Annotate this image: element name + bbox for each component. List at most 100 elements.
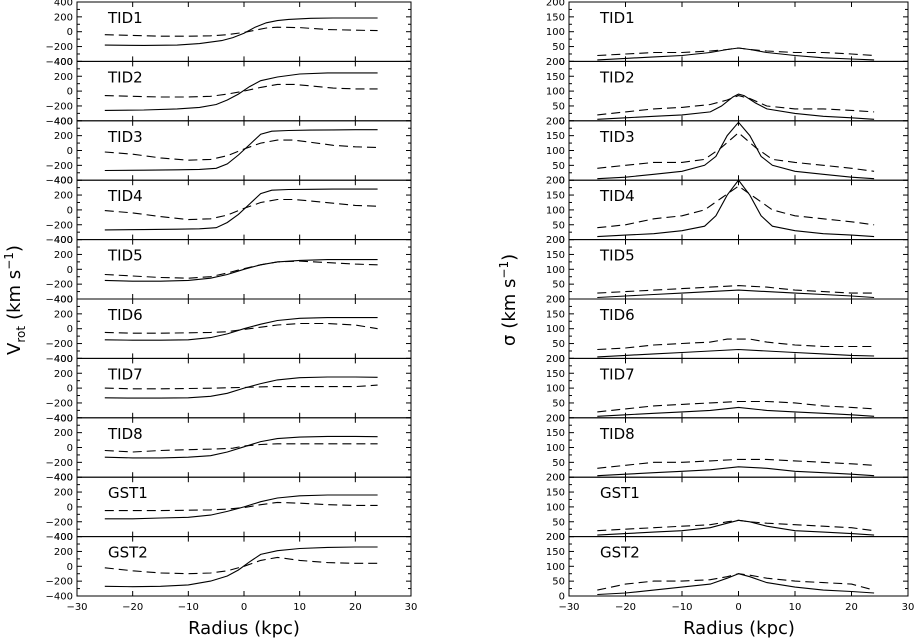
panel-label: GST2: [600, 544, 640, 562]
y-tick-label: 200: [54, 12, 73, 23]
y-tick-label: 50: [552, 339, 565, 350]
y-tick-label: −200: [46, 220, 73, 231]
dashed-curve: [104, 139, 378, 161]
y-tick-label: 0: [67, 562, 73, 573]
y-tick-label: 100: [546, 265, 565, 276]
y-tick-label: −400: [46, 57, 73, 68]
panel-label: TID2: [107, 68, 143, 86]
vrot-panel-tid7: −400 −200 0 200 400 TID7: [46, 354, 412, 424]
panel-label: TID1: [107, 9, 143, 27]
x-tick-label: 30: [405, 602, 418, 613]
y-tick-label: 0: [559, 235, 565, 246]
vrot-panel-tid8: −400 −200 0 200 400 TID8: [46, 413, 412, 484]
vrot-panel-tid5: −400 −200 0 200 400 TID5: [46, 235, 412, 306]
y-tick-label: 0: [67, 87, 73, 98]
y-tick-label: 200: [54, 488, 73, 499]
y-tick-label: 100: [546, 27, 565, 38]
y-tick-label: 100: [546, 324, 565, 335]
dashed-curve: [104, 83, 378, 98]
y-tick-label: −400: [46, 532, 73, 543]
vrot-panel-tid6: −400 −200 0 200 400 TID6: [46, 295, 412, 365]
solid-curve: [597, 348, 875, 358]
sigma-panel-tid4: 0 50 100 150 200 TID4: [546, 176, 909, 246]
panel-label: TID5: [599, 247, 635, 265]
panel-label: GST1: [108, 484, 148, 502]
y-tick-label: 0: [67, 27, 73, 38]
y-tick-label: 150: [546, 488, 565, 499]
solid-curve: [104, 317, 378, 341]
y-tick-label: 0: [67, 443, 73, 454]
left-x-axis-title: Radius (kpc): [188, 618, 300, 639]
sigma-panel-tid2: 0 50 100 150 200 TID2: [546, 57, 909, 127]
y-tick-label: 150: [546, 309, 565, 320]
panel-label: TID8: [107, 425, 143, 443]
y-tick-label: 200: [54, 369, 73, 380]
panel-label: TID2: [599, 68, 635, 86]
y-tick-label: 100: [546, 205, 565, 216]
y-tick-label: 200: [546, 176, 565, 187]
y-tick-label: −200: [46, 398, 73, 409]
solid-curve: [104, 17, 378, 46]
y-tick-label: 100: [546, 384, 565, 395]
sigma-panel-gst1: 0 50 100 150 200 GST1: [546, 473, 909, 543]
dashed-curve: [597, 573, 875, 591]
y-tick-label: 150: [546, 131, 565, 142]
x-tick-label: −30: [66, 602, 87, 613]
dashed-curve: [104, 556, 378, 575]
y-tick-label: −400: [46, 592, 73, 603]
velocity-dispersion-chart: 050100150200TID1050100150200TID205010015…: [546, 0, 914, 613]
right-y-axis-title-units: (km s: [499, 279, 520, 329]
panel-label: TID5: [107, 247, 143, 265]
sigma-panel-tid8: 0 50 100 150 200 TID8: [546, 413, 909, 484]
y-tick-label: 200: [546, 295, 565, 306]
rotation-velocity-chart: −400 −200 0 200 400 TID1 −400 −200 0 200 400 TID2 −4…: [46, 0, 418, 613]
y-tick-label: 150: [546, 428, 565, 439]
right-y-axis-title: σ (km s−1): [497, 254, 520, 346]
solid-curve: [597, 573, 875, 596]
y-tick-label: 0: [67, 146, 73, 157]
y-tick-label: 0: [67, 502, 73, 513]
y-tick-label: 200: [54, 428, 73, 439]
y-tick-label: 200: [546, 473, 565, 484]
dashed-curve: [597, 185, 875, 229]
y-tick-label: 200: [546, 235, 565, 246]
sigma-panel-tid7: 0 50 100 150 200 TID7: [546, 354, 909, 424]
y-tick-label: 400: [54, 473, 73, 484]
solid-curve: [104, 72, 378, 111]
y-tick-label: 200: [546, 57, 565, 68]
y-tick-label: 50: [552, 577, 565, 588]
y-tick-label: 200: [54, 131, 73, 142]
y-tick-label: −400: [46, 473, 73, 484]
solid-curve: [597, 121, 875, 180]
vrot-panel-gst2: −400 −200 0 200 400 GST2: [46, 532, 412, 603]
x-tick-label: 20: [845, 602, 858, 613]
panel-label: TID8: [599, 425, 635, 443]
dashed-curve: [597, 285, 875, 294]
y-tick-label: 150: [546, 369, 565, 380]
y-tick-label: −400: [46, 413, 73, 424]
y-tick-label: 200: [54, 309, 73, 320]
y-tick-label: 150: [546, 72, 565, 83]
y-tick-label: 200: [546, 116, 565, 127]
panel-label: TID6: [107, 306, 143, 324]
right-y-axis-title-close: ): [499, 254, 520, 261]
y-tick-label: 100: [546, 443, 565, 454]
y-tick-label: 100: [546, 502, 565, 513]
dashed-curve: [597, 458, 875, 469]
y-tick-label: 50: [552, 280, 565, 291]
y-tick-label: 0: [559, 413, 565, 424]
y-tick-label: 0: [559, 116, 565, 127]
y-tick-label: 0: [67, 384, 73, 395]
dashed-curve: [104, 260, 378, 279]
panel-label: TID4: [107, 187, 143, 205]
y-tick-label: 400: [54, 57, 73, 68]
sigma-panel-tid1: 0 50 100 150 200 TID1: [546, 0, 909, 68]
y-tick-label: −400: [46, 176, 73, 187]
sigma-panel-tid3: 0 50 100 150 200 TID3: [546, 116, 909, 187]
solid-curve: [104, 188, 378, 231]
y-tick-label: 0: [559, 57, 565, 68]
y-tick-label: 0: [559, 592, 565, 603]
solid-curve: [597, 47, 875, 61]
y-tick-label: 0: [559, 354, 565, 365]
